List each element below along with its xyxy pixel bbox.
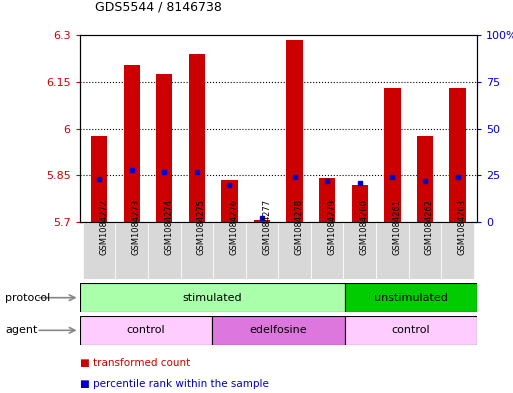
FancyBboxPatch shape — [278, 222, 311, 279]
Text: unstimulated: unstimulated — [374, 293, 448, 303]
Bar — [189, 54, 205, 222]
Text: GSM1084277: GSM1084277 — [262, 198, 271, 255]
Text: GSM1084260: GSM1084260 — [360, 198, 369, 255]
FancyBboxPatch shape — [80, 316, 212, 345]
Text: protocol: protocol — [5, 293, 50, 303]
Text: control: control — [127, 325, 165, 335]
Bar — [319, 178, 336, 222]
Bar — [124, 65, 140, 222]
Bar — [286, 40, 303, 222]
Text: control: control — [391, 325, 430, 335]
Text: GSM1084279: GSM1084279 — [327, 198, 336, 255]
FancyBboxPatch shape — [181, 222, 213, 279]
Bar — [156, 74, 172, 222]
FancyBboxPatch shape — [344, 222, 376, 279]
Text: agent: agent — [5, 325, 37, 335]
Text: GSM1084263: GSM1084263 — [458, 198, 466, 255]
FancyBboxPatch shape — [345, 316, 477, 345]
FancyBboxPatch shape — [376, 222, 409, 279]
Text: GSM1084274: GSM1084274 — [164, 198, 173, 255]
FancyBboxPatch shape — [83, 222, 115, 279]
Text: edelfosine: edelfosine — [249, 325, 307, 335]
Bar — [221, 180, 238, 222]
Bar — [351, 185, 368, 222]
FancyBboxPatch shape — [345, 283, 477, 312]
Text: GSM1084262: GSM1084262 — [425, 198, 434, 255]
Text: GSM1084276: GSM1084276 — [229, 198, 239, 255]
FancyBboxPatch shape — [246, 222, 278, 279]
FancyBboxPatch shape — [409, 222, 441, 279]
Text: GSM1084261: GSM1084261 — [392, 198, 401, 255]
FancyBboxPatch shape — [213, 222, 246, 279]
Text: stimulated: stimulated — [182, 293, 242, 303]
FancyBboxPatch shape — [115, 222, 148, 279]
Bar — [417, 136, 433, 222]
Bar — [91, 136, 107, 222]
Text: GSM1084273: GSM1084273 — [132, 198, 141, 255]
Text: GSM1084275: GSM1084275 — [197, 198, 206, 255]
Text: ■ percentile rank within the sample: ■ percentile rank within the sample — [80, 379, 268, 389]
Bar — [254, 220, 270, 222]
FancyBboxPatch shape — [80, 283, 345, 312]
Text: ■ transformed count: ■ transformed count — [80, 358, 190, 368]
Bar — [384, 88, 401, 222]
Text: GSM1084272: GSM1084272 — [99, 198, 108, 255]
Text: GDS5544 / 8146738: GDS5544 / 8146738 — [95, 1, 222, 14]
FancyBboxPatch shape — [148, 222, 181, 279]
Text: GSM1084278: GSM1084278 — [294, 198, 304, 255]
FancyBboxPatch shape — [441, 222, 474, 279]
FancyBboxPatch shape — [311, 222, 344, 279]
FancyBboxPatch shape — [212, 316, 345, 345]
Bar — [449, 88, 466, 222]
